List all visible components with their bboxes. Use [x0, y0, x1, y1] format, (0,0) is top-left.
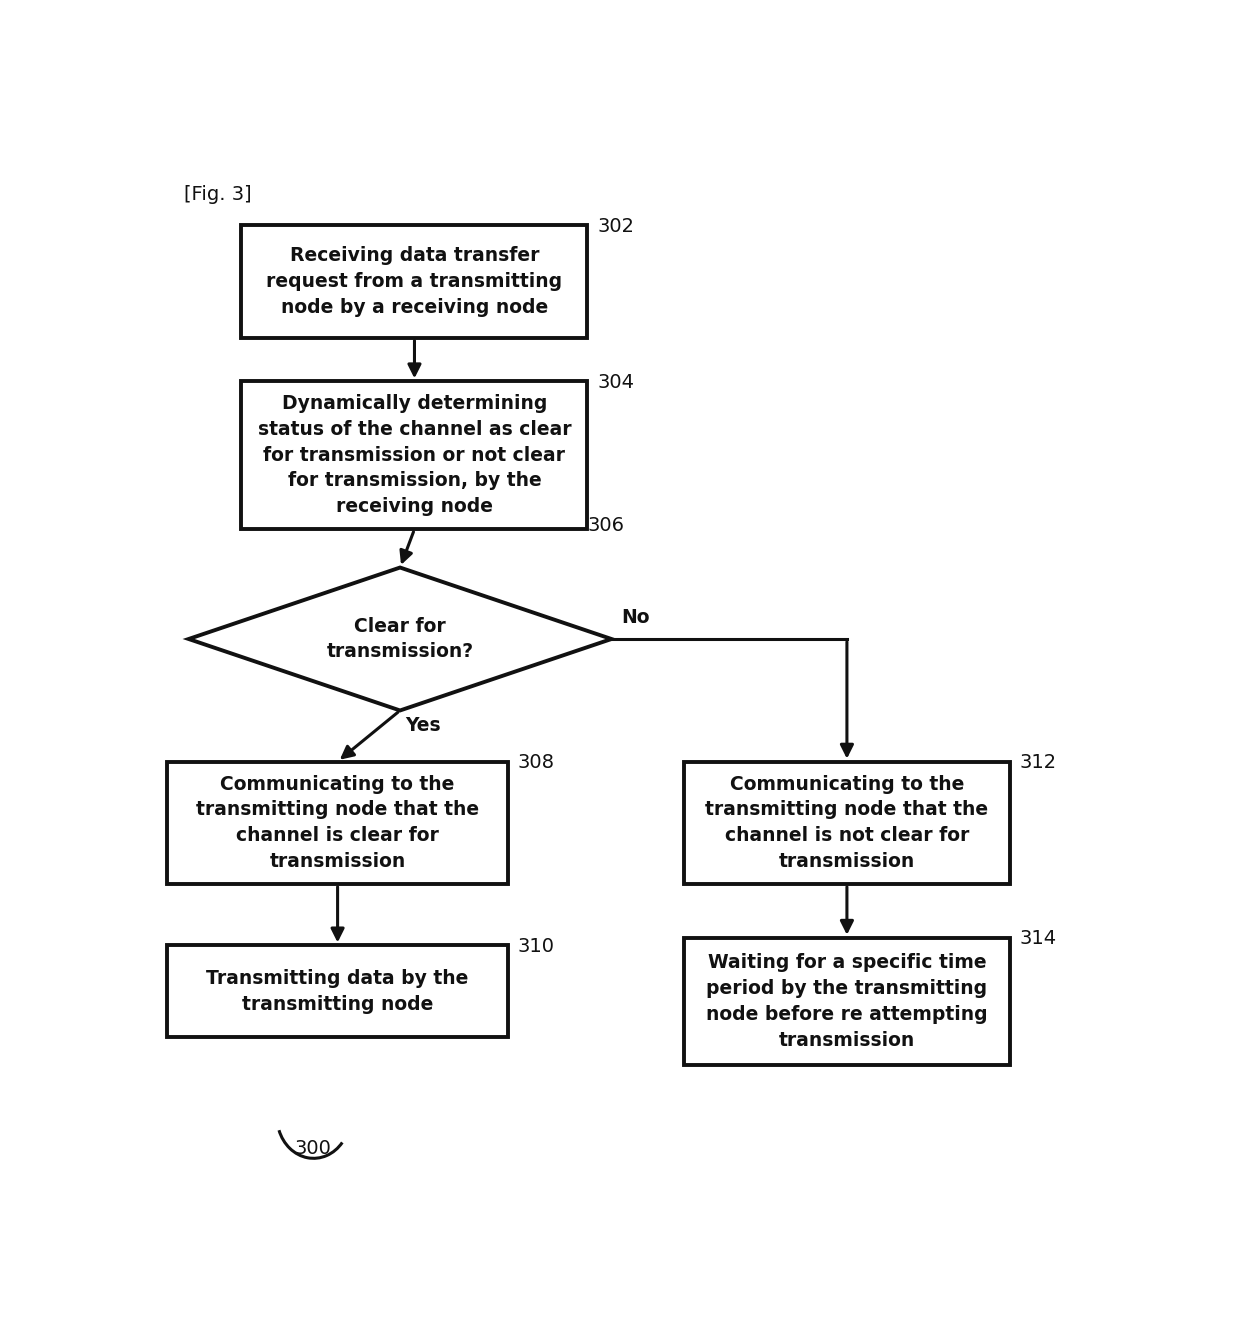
Text: 304: 304 [596, 373, 634, 392]
Text: 302: 302 [596, 217, 634, 236]
Text: 314: 314 [1019, 930, 1056, 948]
Polygon shape [188, 568, 611, 711]
Text: Yes: Yes [404, 716, 440, 735]
Text: Transmitting data by the
transmitting node: Transmitting data by the transmitting no… [206, 969, 469, 1013]
Text: No: No [621, 607, 650, 627]
Text: Communicating to the
transmitting node that the
channel is not clear for
transmi: Communicating to the transmitting node t… [706, 774, 988, 871]
Text: Clear for
transmission?: Clear for transmission? [326, 617, 474, 662]
FancyBboxPatch shape [683, 761, 1011, 884]
Text: 310: 310 [518, 937, 554, 956]
Text: 308: 308 [518, 753, 554, 772]
FancyBboxPatch shape [683, 937, 1011, 1065]
Text: Dynamically determining
status of the channel as clear
for transmission or not c: Dynamically determining status of the ch… [258, 394, 572, 516]
Text: 300: 300 [294, 1139, 331, 1159]
FancyBboxPatch shape [167, 761, 508, 884]
Text: [Fig. 3]: [Fig. 3] [184, 184, 252, 204]
Text: 312: 312 [1019, 753, 1056, 772]
FancyBboxPatch shape [242, 225, 588, 338]
Text: Waiting for a specific time
period by the transmitting
node before re attempting: Waiting for a specific time period by th… [706, 953, 988, 1050]
Text: Communicating to the
transmitting node that the
channel is clear for
transmissio: Communicating to the transmitting node t… [196, 774, 479, 871]
FancyBboxPatch shape [167, 945, 508, 1037]
Text: 306: 306 [588, 516, 625, 536]
FancyBboxPatch shape [242, 381, 588, 529]
Text: Receiving data transfer
request from a transmitting
node by a receiving node: Receiving data transfer request from a t… [267, 247, 563, 317]
